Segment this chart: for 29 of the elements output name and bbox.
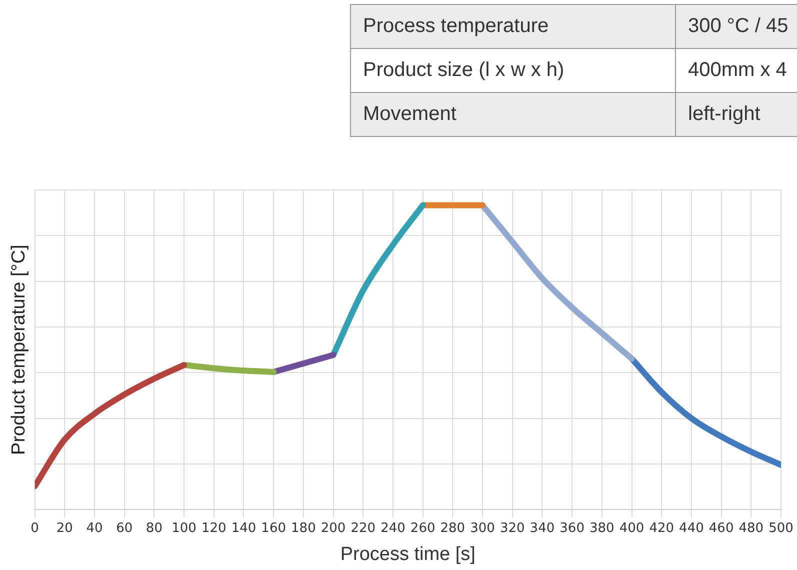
x-tick-label: 40 <box>86 520 103 536</box>
x-tick-label: 60 <box>116 520 133 536</box>
x-tick-label: 300 <box>470 520 495 536</box>
x-tick-label: 80 <box>146 520 162 536</box>
x-tick-label: 200 <box>320 520 346 536</box>
x-tick-label: 400 <box>619 520 644 536</box>
x-tick-label: 320 <box>500 520 525 536</box>
x-tick-label: 360 <box>560 520 584 536</box>
x-tick-label: 160 <box>261 520 286 536</box>
x-tick-label: 240 <box>380 520 406 536</box>
x-tick-label: 20 <box>56 520 73 536</box>
x-tick-label: 340 <box>530 520 555 536</box>
x-tick-label: 280 <box>440 520 466 536</box>
x-tick-label: 480 <box>738 520 764 536</box>
x-tick-label: 260 <box>410 520 436 536</box>
x-tick-label: 460 <box>708 520 734 536</box>
x-tick-label: 100 <box>172 520 196 536</box>
x-axis-title: Process time [s] <box>340 544 476 565</box>
x-tick-label: 420 <box>649 520 674 536</box>
info-table: Process temperature 300 °C / 45 Product size (l x w x h) 400mm x 4 Movement left-right <box>350 4 797 137</box>
x-tick-label: 0 <box>30 520 39 536</box>
x-tick-label: 380 <box>590 520 614 536</box>
x-tick-label: 440 <box>679 520 704 536</box>
y-axis-title: Product temperature [°C] <box>8 244 30 455</box>
x-tick-label: 120 <box>201 520 226 536</box>
x-tick-label: 220 <box>350 520 376 536</box>
x-tick-label: 140 <box>231 520 256 536</box>
x-tick-label: 500 <box>768 520 794 536</box>
x-tick-label: 180 <box>291 520 316 536</box>
